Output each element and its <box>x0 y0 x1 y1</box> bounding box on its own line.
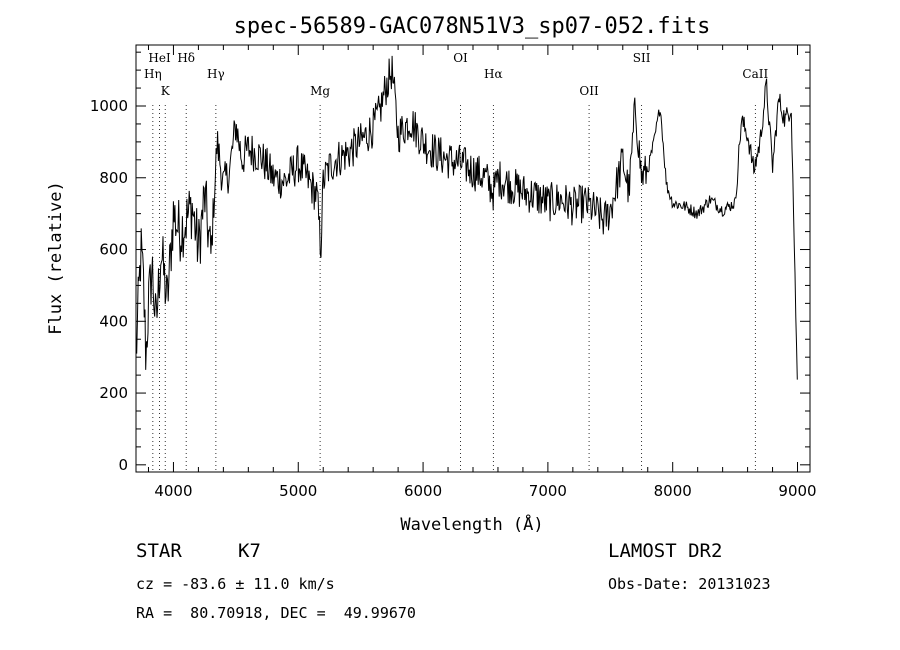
y-tick-label: 400 <box>99 312 128 330</box>
spectral-line-label: Hα <box>484 67 503 81</box>
redshift-velocity: cz = -83.6 ± 11.0 km/s <box>136 575 335 593</box>
spectral-line-label: Hγ <box>207 67 225 81</box>
y-tick-label: 0 <box>118 456 128 474</box>
object-type: STAR <box>136 540 182 562</box>
spectral-line-markers: HeI Hη K Hδ Hγ Mg OI Hα OII SII CaII <box>144 51 768 472</box>
plot-frame <box>135 44 811 473</box>
spectral-line-label: HeI <box>148 51 171 65</box>
spectral-line-label: CaII <box>742 67 768 81</box>
spectral-subclass: K7 <box>238 540 261 562</box>
survey-name: LAMOST DR2 <box>608 540 723 562</box>
x-tick-label: 6000 <box>404 482 442 500</box>
x-tick-label: 5000 <box>279 482 317 500</box>
y-tick-label: 600 <box>99 241 128 259</box>
chart-title: spec-56589-GAC078N51V3_sp07-052.fits <box>234 14 711 39</box>
observation-date: Obs-Date: 20131023 <box>608 575 771 593</box>
spectral-line-label: SII <box>633 51 651 65</box>
spectral-line-label: Hη <box>144 67 162 81</box>
x-axis-label: Wavelength (Å) <box>400 513 543 535</box>
spectral-line-label: OII <box>579 84 599 98</box>
x-tick-label: 9000 <box>778 482 816 500</box>
x-tick-label: 4000 <box>154 482 192 500</box>
y-tick-label: 1000 <box>90 97 128 115</box>
y-axis-label: Flux (relative) <box>46 181 66 335</box>
y-tick-label: 800 <box>99 169 128 187</box>
coordinates: RA = 80.70918, DEC = 49.99670 <box>136 604 416 622</box>
spectral-line-label: OI <box>453 51 468 65</box>
spectral-line-label: Hδ <box>177 51 195 65</box>
x-tick-label: 7000 <box>529 482 567 500</box>
x-tick-label: 8000 <box>654 482 692 500</box>
spectral-line-label: K <box>161 84 171 98</box>
spectrum-line <box>135 55 798 380</box>
axes: 4000 5000 6000 7000 8000 9000 0 200 400 600 800 100… <box>90 45 817 500</box>
spectral-line-label: Mg <box>310 84 330 98</box>
y-tick-label: 200 <box>99 384 128 402</box>
